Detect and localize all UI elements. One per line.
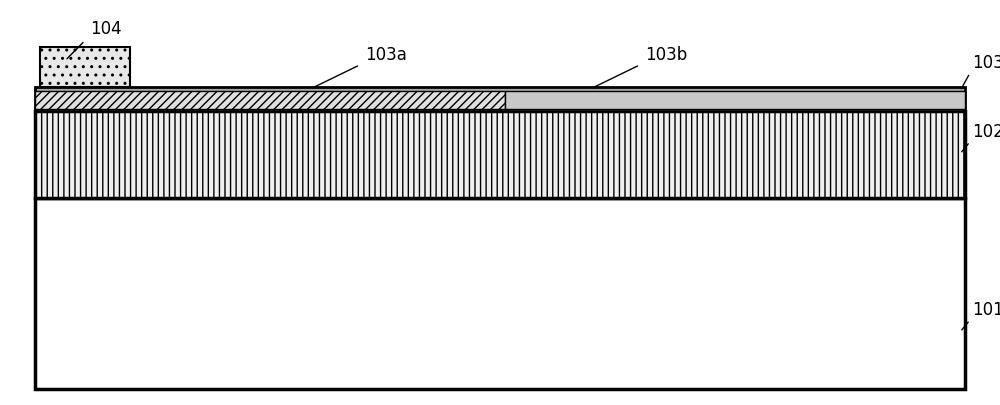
Bar xyxy=(505,91,965,109)
Text: 103b: 103b xyxy=(645,46,687,64)
Text: 104: 104 xyxy=(90,21,122,38)
Bar xyxy=(40,47,130,87)
Text: 101: 101 xyxy=(972,301,1000,319)
Bar xyxy=(35,87,965,111)
Bar xyxy=(35,198,965,389)
Text: 103: 103 xyxy=(972,54,1000,72)
Bar xyxy=(35,111,965,198)
Text: 102: 102 xyxy=(972,123,1000,141)
Text: 103a: 103a xyxy=(365,46,407,64)
Bar xyxy=(35,91,505,109)
